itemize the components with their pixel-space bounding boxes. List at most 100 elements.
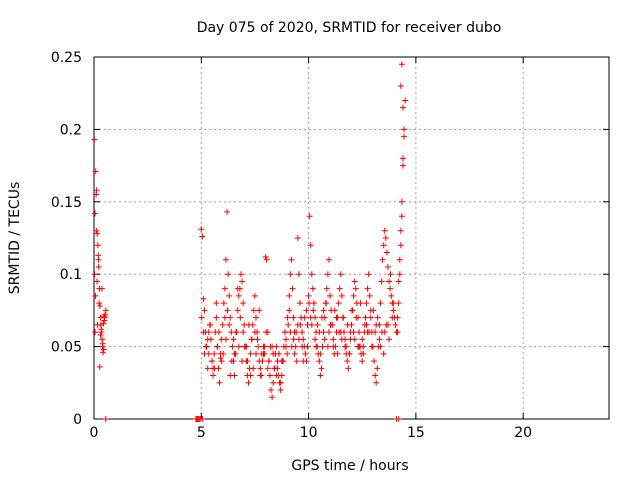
data-point: [98, 285, 105, 292]
data-point: [368, 343, 375, 350]
data-point: [287, 271, 294, 278]
data-point: [287, 329, 294, 336]
data-point: [377, 300, 384, 307]
data-point: [91, 136, 98, 143]
data-point: [98, 326, 105, 333]
data-point: [366, 329, 373, 336]
data-point: [233, 329, 240, 336]
data-point: [102, 416, 109, 422]
data-point: [302, 350, 309, 357]
data-point: [93, 187, 100, 194]
data-point: [394, 329, 401, 336]
data-point: [390, 300, 397, 307]
data-point: [376, 336, 383, 343]
data-point: [364, 285, 371, 292]
data-point: [338, 292, 345, 299]
data-point: [377, 343, 384, 350]
data-point: [92, 168, 99, 175]
x-axis-title: GPS time / hours: [291, 458, 408, 474]
data-point: [317, 372, 324, 379]
data-point: [398, 61, 405, 68]
data-point: [290, 336, 297, 343]
data-point: [231, 350, 238, 357]
grid: [94, 56, 609, 419]
data-point: [365, 271, 372, 278]
data-point: [288, 343, 295, 350]
data-point: [257, 365, 264, 372]
data-point: [240, 329, 247, 336]
data-point: [230, 336, 237, 343]
data-point: [100, 349, 107, 356]
data-point: [295, 336, 302, 343]
data-point: [237, 271, 244, 278]
data-point: [388, 292, 395, 299]
data-point: [331, 307, 338, 314]
data-point: [373, 379, 380, 386]
data-point: [200, 295, 207, 302]
data-point: [382, 235, 389, 241]
data-point: [235, 343, 242, 350]
data-point: [255, 343, 262, 350]
data-point: [352, 285, 359, 292]
data-point: [250, 307, 257, 314]
x-tick-label: 20: [514, 425, 532, 441]
data-point: [373, 321, 380, 328]
data-point: [214, 343, 221, 350]
data-point: [226, 321, 233, 328]
data-point: [327, 321, 334, 328]
data-point: [250, 365, 257, 372]
data-point: [277, 379, 284, 386]
data-point: [318, 314, 325, 321]
data-point: [199, 233, 206, 240]
y-tick-label: 0.25: [51, 50, 82, 66]
y-tick-label: 0.15: [51, 195, 82, 211]
y-tick-label: 0.1: [60, 267, 82, 283]
data-point: [273, 372, 280, 379]
data-point: [288, 256, 295, 263]
data-point: [359, 358, 366, 365]
data-point: [307, 314, 314, 321]
data-point: [361, 321, 368, 328]
data-point: [306, 213, 313, 220]
data-point: [325, 256, 332, 263]
data-point: [266, 372, 273, 379]
data-point: [251, 329, 258, 336]
data-point: [277, 387, 284, 394]
data-point: [401, 126, 408, 133]
data-point: [97, 332, 104, 339]
data-point: [210, 372, 217, 379]
data-point: [397, 82, 404, 89]
data-point: [265, 358, 272, 365]
data-point: [309, 285, 316, 292]
data-point: [203, 343, 210, 350]
data-point: [284, 350, 291, 357]
data-point: [402, 97, 409, 104]
plot-frame: [93, 56, 610, 420]
data-point: [101, 313, 108, 320]
data-point: [378, 278, 385, 285]
data-point: [348, 307, 355, 314]
data-point: [390, 307, 397, 314]
data-point: [351, 278, 358, 285]
data-point: [94, 321, 101, 328]
data-point: [397, 227, 404, 234]
data-point: [256, 307, 263, 314]
x-tick-label: 5: [197, 425, 206, 441]
data-point: [367, 314, 374, 321]
data-point: [239, 278, 246, 285]
data-point: [253, 314, 260, 321]
data-point: [392, 321, 399, 328]
data-point: [283, 336, 290, 343]
data-point: [372, 329, 379, 336]
data-point: [213, 300, 220, 307]
data-point: [94, 278, 101, 285]
data-point: [313, 343, 320, 350]
data-point: [221, 285, 228, 292]
data-point: [198, 226, 205, 233]
data-point: [283, 343, 290, 350]
data-point: [239, 358, 246, 365]
data-point: [259, 358, 266, 365]
data-point: [321, 336, 328, 343]
data-point: [290, 314, 297, 321]
data-point: [338, 336, 345, 343]
